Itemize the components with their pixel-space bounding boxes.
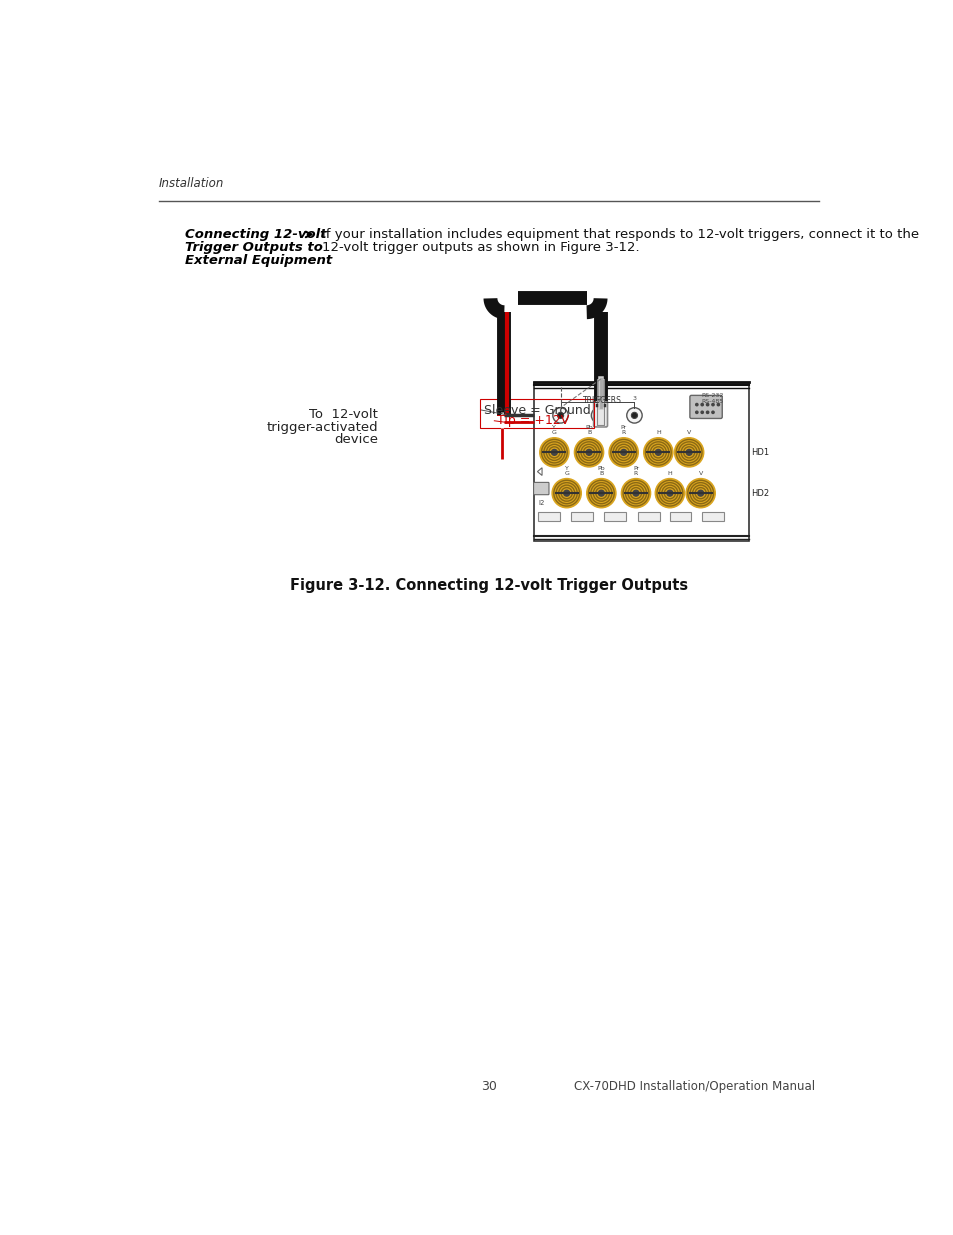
Text: CX-70DHD Installation/Operation Manual: CX-70DHD Installation/Operation Manual xyxy=(573,1079,814,1093)
Text: 30: 30 xyxy=(480,1079,497,1093)
Circle shape xyxy=(685,450,691,456)
Text: Tip = +12V: Tip = +12V xyxy=(497,414,568,427)
Text: Installation: Installation xyxy=(158,178,224,190)
Text: 2: 2 xyxy=(597,395,600,401)
Circle shape xyxy=(563,490,569,496)
Text: device: device xyxy=(334,433,377,446)
FancyBboxPatch shape xyxy=(689,395,721,419)
Text: TRIGGERS: TRIGGERS xyxy=(583,396,621,405)
Circle shape xyxy=(666,490,672,496)
Text: External Equipment: External Equipment xyxy=(185,253,332,267)
FancyBboxPatch shape xyxy=(604,511,625,521)
Circle shape xyxy=(598,490,603,496)
Circle shape xyxy=(608,437,638,467)
Text: Pb
B: Pb B xyxy=(584,425,592,436)
Text: Pr
R: Pr R xyxy=(620,425,626,436)
Circle shape xyxy=(596,412,601,419)
Circle shape xyxy=(552,408,568,424)
FancyBboxPatch shape xyxy=(533,483,548,495)
Text: HD2: HD2 xyxy=(751,489,769,498)
Circle shape xyxy=(643,437,672,467)
Circle shape xyxy=(706,404,708,406)
Circle shape xyxy=(695,404,698,406)
FancyBboxPatch shape xyxy=(638,511,659,521)
Circle shape xyxy=(626,408,641,424)
Text: RS-232
RS-485: RS-232 RS-485 xyxy=(700,393,723,404)
Circle shape xyxy=(685,478,715,508)
Circle shape xyxy=(674,437,703,467)
FancyBboxPatch shape xyxy=(669,511,691,521)
Circle shape xyxy=(551,450,557,456)
Circle shape xyxy=(633,490,639,496)
FancyBboxPatch shape xyxy=(533,383,748,541)
Text: Connecting 12-volt: Connecting 12-volt xyxy=(185,227,326,241)
Text: Y
G: Y G xyxy=(563,467,569,477)
Text: H: H xyxy=(667,472,672,477)
Text: H: H xyxy=(656,431,660,436)
FancyBboxPatch shape xyxy=(537,511,559,521)
Text: Figure 3-12. Connecting 12-volt Trigger Outputs: Figure 3-12. Connecting 12-volt Trigger … xyxy=(290,578,687,593)
Circle shape xyxy=(557,412,563,419)
FancyBboxPatch shape xyxy=(593,401,607,427)
Circle shape xyxy=(585,450,591,456)
Circle shape xyxy=(711,404,714,406)
Text: Y
G: Y G xyxy=(552,425,557,436)
Circle shape xyxy=(631,412,637,419)
Text: 3: 3 xyxy=(632,395,636,401)
Circle shape xyxy=(591,408,606,424)
Text: Trigger Outputs to: Trigger Outputs to xyxy=(185,241,322,253)
Circle shape xyxy=(706,411,708,414)
Text: V: V xyxy=(686,431,691,436)
Text: If your installation includes equipment that responds to 12-volt triggers, conne: If your installation includes equipment … xyxy=(321,227,918,241)
Circle shape xyxy=(700,404,702,406)
Circle shape xyxy=(620,478,650,508)
Circle shape xyxy=(695,411,698,414)
Text: To  12-volt: To 12-volt xyxy=(309,409,377,421)
Circle shape xyxy=(620,450,626,456)
Text: V: V xyxy=(698,472,702,477)
FancyBboxPatch shape xyxy=(701,511,723,521)
Text: Pr
R: Pr R xyxy=(632,467,639,477)
Circle shape xyxy=(539,437,568,467)
Text: 12-volt trigger outputs as shown in Figure 3-12.: 12-volt trigger outputs as shown in Figu… xyxy=(321,241,639,253)
Text: trigger-activated: trigger-activated xyxy=(266,421,377,433)
FancyBboxPatch shape xyxy=(571,511,592,521)
Circle shape xyxy=(574,437,603,467)
Circle shape xyxy=(586,478,616,508)
Text: Pb
B: Pb B xyxy=(597,467,604,477)
Circle shape xyxy=(552,478,580,508)
Circle shape xyxy=(697,490,703,496)
Circle shape xyxy=(655,450,660,456)
Text: Sleeve = Ground: Sleeve = Ground xyxy=(483,404,590,416)
Circle shape xyxy=(717,404,719,406)
Circle shape xyxy=(655,478,684,508)
Text: HD1: HD1 xyxy=(751,448,769,457)
Text: I2: I2 xyxy=(537,500,544,506)
Circle shape xyxy=(711,411,714,414)
Circle shape xyxy=(700,411,702,414)
